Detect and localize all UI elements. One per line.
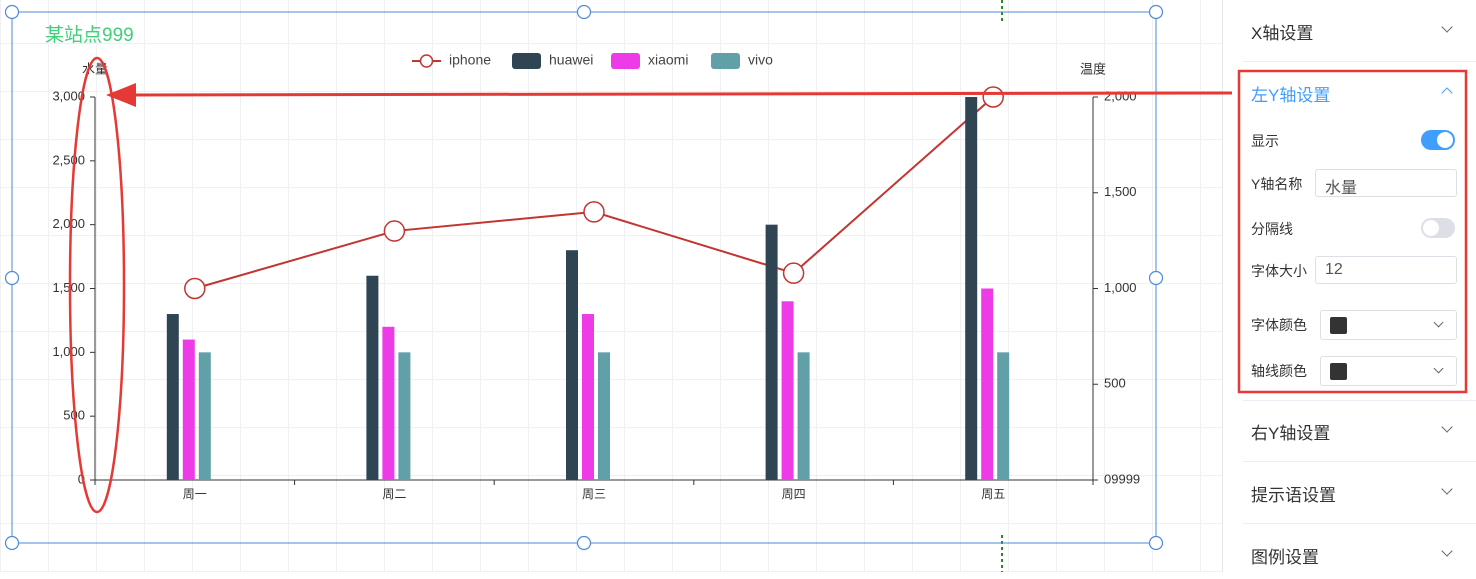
color-swatch [1330,317,1347,334]
handle[interactable] [576,4,592,20]
y2-axis-title: 温度 [1080,61,1106,76]
field-label: 字体大小 [1251,263,1307,279]
toggle-switch[interactable] [1421,130,1455,150]
color-select[interactable] [1320,356,1457,386]
line-point [184,277,206,300]
line-point [782,262,805,284]
y-tick-label: 2,500 [52,152,85,167]
field-label: Y轴名称 [1251,176,1303,192]
x-tick-label: 周五 [981,487,1005,501]
x-tick-label: 周二 [382,487,406,501]
x-tick-label: 周三 [582,487,606,501]
x-tick-label: 周四 [782,487,806,501]
chevron-icon [1441,21,1453,33]
bar [997,352,1010,480]
field-label: 显示 [1251,133,1279,149]
y-axis-title: 水量 [82,61,108,76]
text-input[interactable]: 水量 [1315,169,1457,197]
section-header[interactable]: 提示语设置 [1223,467,1476,517]
y-tick-label: 3,000 [52,88,85,103]
text-input[interactable]: 12 [1315,256,1457,284]
y-tick-label: 1,000 [52,344,85,359]
chevron-icon [1441,87,1453,99]
bar [965,97,978,480]
bar [182,339,195,480]
section-title: 提示语设置 [1251,486,1336,505]
chevron-icon [1441,483,1453,495]
field-label: 分隔线 [1251,221,1293,237]
bar [366,275,379,480]
legend-marker [711,53,740,69]
divider [1243,400,1476,401]
legend-label: iphone [449,52,491,68]
bar [398,352,411,480]
handle[interactable] [1148,270,1164,286]
section-title: 左Y轴设置 [1251,86,1331,105]
resize-handles[interactable] [4,4,1164,551]
line-point [383,220,406,242]
y2-tick-label: 09999 [1104,471,1140,486]
chart: 某站点999 水量 温度 0 500 1,000 1,500 2,000 2,500 3,0… [4,0,1164,572]
bar [198,352,211,480]
settings-panel: X轴设置左Y轴设置显示 Y轴名称 水量分隔线字体大小 12 字体颜色轴线颜色右Y轴设置提… [1222,0,1476,572]
section-title: X轴设置 [1251,24,1314,43]
legend-label: xiaomi [648,52,688,68]
line-point [982,86,1004,108]
section-header[interactable]: 图例设置 [1223,529,1476,579]
divider [1243,523,1476,524]
field-label: 轴线颜色 [1251,363,1307,379]
section-header[interactable]: 右Y轴设置 [1223,405,1476,455]
legend-label: vivo [748,52,773,68]
dropdown-arrow [1433,317,1444,328]
y2-tick-label: 2,000 [1104,88,1137,103]
bar [582,314,594,480]
legend-marker [512,53,541,69]
bar [797,352,810,480]
dropdown-arrow [1433,363,1444,374]
legend-marker [611,53,640,69]
color-select[interactable] [1320,310,1457,340]
section-header[interactable]: X轴设置 [1223,5,1476,55]
y2-tick-label: 500 [1104,376,1126,391]
y-tick-label: 500 [63,408,85,423]
y2-tick-label: 1,500 [1104,184,1137,199]
chevron-icon [1441,421,1453,433]
toggle-switch[interactable] [1421,218,1455,238]
line-point [583,201,605,223]
bar [382,326,395,480]
x-tick-label: 周一 [183,487,207,501]
y-tick-label: 1,500 [52,280,85,295]
field-label: 字体颜色 [1251,317,1307,333]
y2-tick-label: 1,000 [1104,280,1137,295]
section-header[interactable]: 左Y轴设置 [1223,67,1476,117]
section-title: 右Y轴设置 [1251,424,1331,443]
divider [1243,461,1476,462]
handle[interactable] [4,270,20,286]
toggle-knob [1423,220,1439,236]
divider [1243,61,1476,62]
legend-label: huawei [549,52,593,68]
bar [598,352,610,480]
handle[interactable] [1148,535,1164,551]
y-tick-label: 2,000 [52,216,85,231]
handle[interactable] [576,535,592,551]
line-series [194,96,994,290]
bar [981,288,994,480]
chart-title: 某站点999 [45,24,134,46]
handle[interactable] [4,535,20,551]
bar [166,314,179,480]
bar [781,301,794,480]
bar [765,224,778,480]
chevron-icon [1441,545,1453,557]
legend-marker [419,54,434,68]
bar [566,250,578,480]
y-tick-label: 0 [78,471,85,486]
color-swatch [1330,363,1347,380]
editor-canvas: 某站点999 水量 温度 0 500 1,000 1,500 2,000 2,500 3,0… [0,0,1222,572]
handle[interactable] [4,4,20,20]
section-title: 图例设置 [1251,548,1319,567]
handle[interactable] [1148,4,1164,20]
toggle-knob [1437,132,1453,148]
